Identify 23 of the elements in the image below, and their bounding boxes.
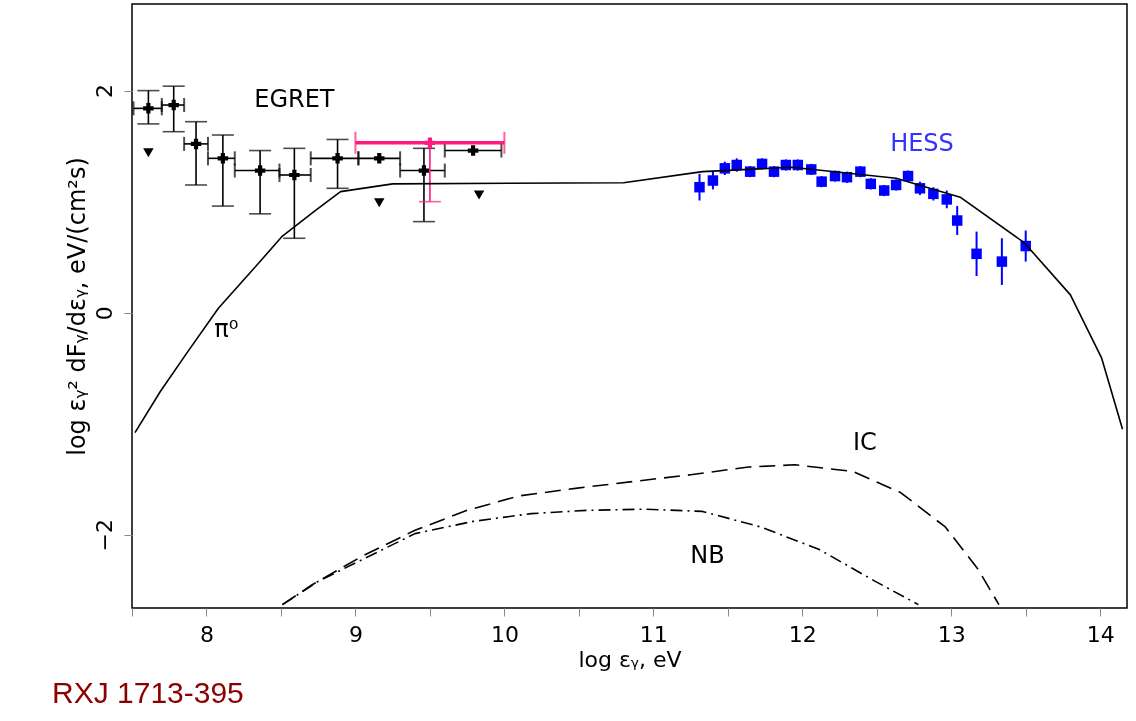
x-tick-label: 14 <box>1086 621 1115 647</box>
series-label: EGRET <box>254 84 335 113</box>
x-tick-label: 8 <box>199 621 214 647</box>
x-axis-title: log εᵧ, eV <box>578 646 682 672</box>
y-tick-label: 0 <box>91 306 117 321</box>
text: RXJ 1713-395 <box>52 676 244 709</box>
x-tick-label: 13 <box>937 621 966 647</box>
x-tick-label: 11 <box>639 621 668 647</box>
point <box>473 190 485 200</box>
point <box>816 176 827 187</box>
x-tick-label: 9 <box>348 621 363 647</box>
point <box>143 148 154 158</box>
point <box>467 145 479 156</box>
y-axis-title: log εᵧ² dFᵧ/dεᵧ, eV/(cm²s) <box>62 157 91 456</box>
series-label: π⁰ <box>214 315 239 344</box>
series-label: IC <box>853 428 877 457</box>
series-label: HESS <box>890 129 954 158</box>
y-tick-label: 2 <box>91 84 117 99</box>
y-tick-label: −2 <box>91 519 117 552</box>
x-tick-label: 10 <box>490 621 519 647</box>
series-label: NB <box>690 541 725 570</box>
point <box>374 198 385 208</box>
x-tick-label: 12 <box>788 621 817 647</box>
